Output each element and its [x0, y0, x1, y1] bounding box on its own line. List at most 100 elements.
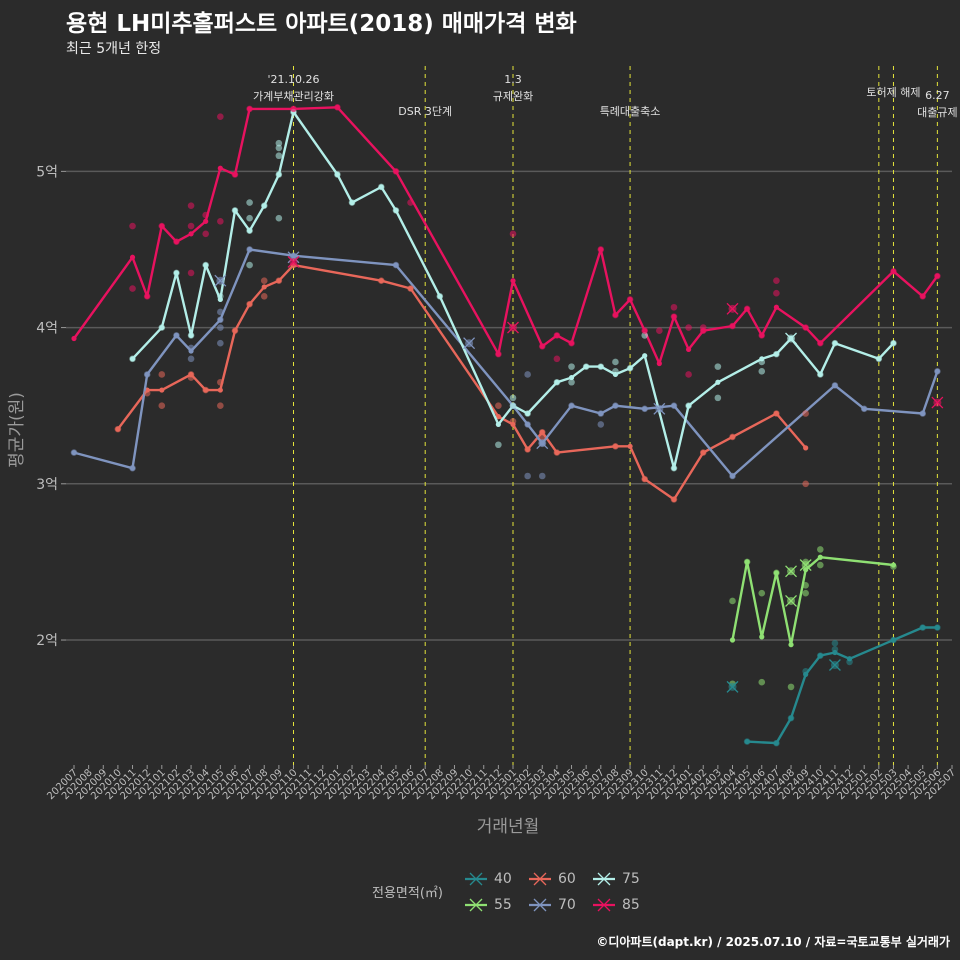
- cross-mark-x: [653, 402, 666, 415]
- data-point-75: [275, 171, 283, 178]
- data-point-85: [143, 293, 151, 300]
- data-point-75: [246, 214, 253, 222]
- legend-key-cross: [469, 872, 483, 886]
- cross-mark-x: [214, 274, 227, 287]
- data-point-75: [714, 363, 722, 370]
- line-point-85: [217, 165, 223, 171]
- data-point-75: [582, 363, 590, 370]
- data-point-70: [246, 246, 253, 253]
- cross-mark-40: [828, 659, 841, 671]
- data-point-85: [538, 343, 546, 350]
- legend-key-cross: [597, 872, 611, 886]
- event-label: DSR 3단계: [398, 105, 452, 118]
- data-point-70: [670, 402, 678, 409]
- legend-key-cross: [597, 898, 611, 912]
- line-point-85: [188, 231, 194, 237]
- data-point-55: [758, 678, 766, 686]
- data-point-85: [129, 285, 136, 292]
- source-caption: ©디아파트(dapt.kr) / 2025.07.10 / 자료=국토교통부 실…: [596, 935, 950, 949]
- data-point-60: [217, 402, 224, 409]
- data-point-75: [231, 207, 239, 214]
- data-point-85: [641, 327, 648, 335]
- data-point-85: [773, 277, 780, 285]
- data-point-75: [260, 202, 268, 210]
- data-point-70: [70, 449, 78, 456]
- event-label: 대출규제: [917, 106, 957, 119]
- data-point-85: [334, 104, 341, 111]
- data-point-85: [568, 339, 575, 347]
- data-point-70: [187, 344, 195, 352]
- data-point-60: [187, 374, 195, 381]
- line-point-60: [627, 443, 633, 449]
- data-point-60: [538, 433, 546, 441]
- data-point-85: [743, 305, 751, 313]
- event-label: '21.10.26: [267, 73, 319, 86]
- data-point-55: [802, 582, 809, 589]
- cross-mark-75: [785, 332, 797, 345]
- legend-key-55: [465, 898, 487, 912]
- data-point-70: [217, 316, 224, 324]
- legend-key-70: [529, 898, 551, 912]
- cross-mark-70: [214, 274, 227, 287]
- cross-mark-70: [536, 437, 549, 450]
- line-point-85: [129, 254, 136, 260]
- legend-item-40: 40: [464, 866, 528, 892]
- data-point-75: [173, 269, 180, 277]
- data-point-85: [231, 171, 239, 178]
- data-point-75: [568, 363, 575, 370]
- series-line-40: [747, 626, 938, 745]
- data-point-70: [143, 371, 151, 378]
- data-point-60: [553, 449, 561, 456]
- cross-mark-x: [799, 559, 812, 571]
- data-point-85: [173, 238, 180, 245]
- data-point-85: [729, 322, 736, 330]
- legend-label: 85: [622, 897, 640, 913]
- legend-key-cross: [469, 898, 483, 912]
- data-point-75: [758, 368, 766, 375]
- grid-lines: [66, 170, 952, 641]
- data-point-60: [260, 277, 268, 285]
- data-point-55: [890, 563, 897, 570]
- line-point-85: [71, 335, 77, 342]
- data-point-75: [831, 339, 839, 347]
- data-point-75: [612, 368, 619, 375]
- legend-items: 40 60 75 55 70 85: [464, 866, 656, 918]
- data-point-85: [217, 218, 224, 225]
- legend-key-75: [593, 872, 615, 886]
- legend-key-cross: [533, 872, 547, 886]
- data-point-60: [802, 410, 809, 417]
- data-point-40: [934, 624, 941, 631]
- data-point-75: [246, 261, 253, 269]
- legend-item-75: 75: [592, 866, 656, 892]
- data-point-75: [348, 199, 356, 206]
- data-point-75: [436, 293, 444, 300]
- cross-mark-85: [287, 256, 300, 268]
- x-axis-title: 거래년월: [477, 817, 540, 837]
- data-point-75: [773, 350, 780, 358]
- data-point-60: [143, 389, 151, 397]
- data-point-40: [846, 658, 853, 666]
- data-point-85: [553, 355, 561, 363]
- data-points: [70, 104, 941, 747]
- data-point-70: [597, 421, 605, 428]
- data-point-70: [217, 324, 224, 331]
- data-point-40: [890, 636, 897, 644]
- data-point-85: [187, 202, 195, 210]
- cross-mark-x: [507, 321, 519, 334]
- data-point-55: [743, 558, 751, 566]
- data-point-85: [934, 272, 941, 280]
- data-point-75: [509, 394, 517, 402]
- cross-mark-x: [726, 302, 739, 315]
- legend-key-85: [593, 898, 615, 912]
- data-point-75: [246, 199, 253, 206]
- data-point-70: [860, 405, 868, 413]
- data-point-85: [758, 332, 766, 339]
- data-point-70: [831, 382, 839, 389]
- data-point-85: [670, 313, 678, 320]
- event-label: 가계부채관리강화: [253, 90, 334, 103]
- cross-mark-x: [536, 437, 549, 450]
- legend-label: 55: [494, 897, 512, 913]
- legend-item-70: 70: [528, 892, 592, 918]
- data-point-75: [334, 171, 341, 178]
- cross-mark-70: [653, 402, 666, 415]
